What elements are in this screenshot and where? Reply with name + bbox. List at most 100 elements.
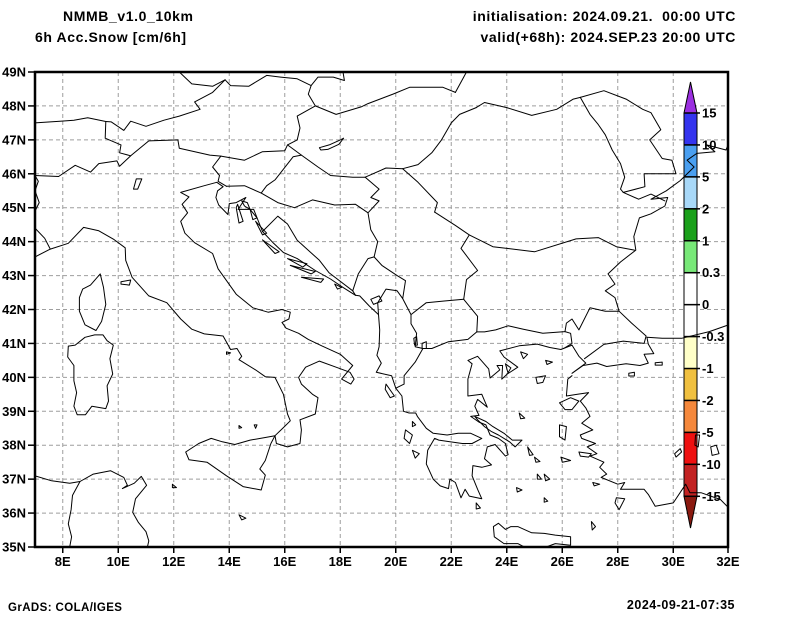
island-lefkada [411, 421, 417, 428]
border-greece-bulgaria [476, 325, 566, 334]
island-lemnos [535, 375, 547, 384]
border-switzerland-austria [104, 121, 132, 157]
colorbar-label: 10 [702, 137, 716, 152]
colorbar-label: -1 [702, 361, 714, 376]
lon-axis-labels: 8E 10E 12E 14E 16E 18E 20E 22E 24E 26E 28E 30E 32E [55, 554, 740, 569]
initialisation-label: initialisation: 2024.09.21. 00:00 UTC [472, 8, 736, 24]
colorbar-segment [683, 112, 698, 146]
grads-credit: GrADS: COLA/IGES [8, 602, 123, 614]
colorbar-segment [683, 208, 698, 242]
lon-label: 24E [495, 554, 518, 569]
colorbar-label: -10 [702, 457, 721, 472]
border-greece-turkey [563, 331, 573, 349]
island-paros [536, 473, 542, 480]
lat-label: 46N [2, 166, 26, 181]
border-italy-slovenia [212, 155, 227, 187]
lat-label: 45N [2, 200, 26, 215]
creation-timestamp: 2024-09-21-07:35 [626, 598, 735, 612]
lake-scutari [370, 295, 383, 305]
island-ischia [226, 351, 232, 355]
lat-label: 43N [2, 268, 26, 283]
lake-burdur [674, 448, 683, 458]
island-chios [559, 424, 567, 441]
lat-label: 49N [2, 65, 26, 80]
colorbar-arrow-up [683, 81, 698, 114]
border-hungary-serbia [364, 167, 404, 178]
island-ikaria [560, 456, 572, 463]
island-kos [592, 482, 601, 487]
colorbar-segment [683, 272, 698, 306]
island-cres [235, 203, 244, 224]
border-macedonia-albania [410, 314, 424, 349]
lake-beysehir [710, 444, 720, 456]
colorbar-label: -15 [702, 489, 721, 504]
island-pag [255, 220, 268, 236]
border-romania-ukraine-west [475, 96, 581, 116]
lon-label: 14E [218, 554, 241, 569]
lon-label: 10E [107, 554, 130, 569]
border-croatia-serbia [364, 176, 380, 214]
lat-label: 39N [2, 404, 26, 419]
border-serbia-bulgaria [460, 234, 479, 300]
colorbar-label: -0.3 [702, 329, 724, 344]
colorbar-label: 0.3 [702, 265, 720, 280]
island-milos [516, 487, 523, 493]
border-macedonia-serbia [410, 298, 465, 316]
border-slovakia-ukraine [454, 72, 467, 93]
border-germany-czechia [178, 72, 226, 87]
island-rab [249, 208, 258, 221]
border-serbia-romania [402, 168, 438, 213]
island-aeolian-b [238, 425, 243, 429]
colorbar-label: -5 [702, 425, 714, 440]
island-brac [287, 258, 308, 268]
grid-lines [35, 72, 728, 547]
lat-label: 37N [2, 472, 26, 487]
border-austria-slovenia [220, 144, 288, 161]
lat-label: 47N [2, 132, 26, 147]
island-korcula [300, 276, 325, 283]
border-switzerland-italy [35, 155, 132, 177]
coast-north-africa [35, 470, 150, 547]
lat-label: 44N [2, 234, 26, 249]
border-czechia-slovakia [310, 72, 345, 87]
border-france-italy-a [35, 227, 51, 250]
lon-label: 22E [440, 554, 463, 569]
lake-prespa [421, 341, 427, 349]
model-title: NMMB_v1.0_10km [63, 8, 194, 24]
island-naxos [543, 473, 551, 482]
lat-label: 38N [2, 438, 26, 453]
border-albania-greece [395, 348, 424, 389]
border-austria-germany [105, 79, 226, 131]
border-croatia-bosnia-north [260, 192, 369, 214]
island-sardinia [67, 334, 114, 416]
lat-label: 48N [2, 98, 26, 113]
coast-turkey-aegean [565, 375, 728, 508]
island-kythira [475, 502, 481, 510]
island-dugi-otok [262, 239, 280, 254]
island-zakynthos [411, 449, 420, 459]
border-austria-hungary [287, 105, 316, 146]
colorbar-label: -2 [702, 393, 714, 408]
colorbar-segment [683, 336, 698, 370]
island-kefalonia [403, 429, 413, 444]
lon-label: 18E [329, 554, 352, 569]
coast-italy-adriatic-greece-turkey [35, 181, 728, 500]
lat-label: 40N [2, 370, 26, 385]
border-danube-serbia-bulgaria-romania [434, 211, 635, 253]
border-austria-italy [130, 139, 222, 157]
colorbar-segment [683, 304, 698, 338]
border-austria-czechia [224, 74, 312, 87]
border-croatia-bosnia-south [262, 215, 354, 292]
island-hvar [289, 264, 316, 275]
border-moldova-ukraine [579, 90, 677, 193]
island-tinos [534, 456, 541, 463]
island-pantelleria [171, 483, 177, 489]
lat-label: 35N [2, 540, 26, 555]
lake-iznik [654, 361, 663, 366]
colorbar-segment [683, 176, 698, 210]
colorbar-segment [683, 144, 698, 178]
lon-label: 20E [384, 554, 407, 569]
island-rhodes [614, 497, 626, 511]
